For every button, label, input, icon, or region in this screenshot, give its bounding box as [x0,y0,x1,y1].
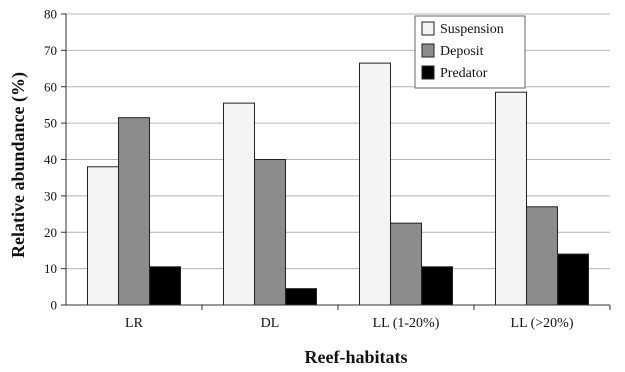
x-tick-label: LL (>20%) [511,316,574,331]
bar-deposit [118,117,150,306]
y-tick-label: 70 [44,43,57,58]
y-tick-label: 40 [44,152,57,167]
x-tick-labels: LR DL LL (1-20%) LL (>20%) [125,316,574,331]
bar-suspension [223,102,255,306]
legend: Suspension Deposit Predator [414,15,526,89]
y-tick-label: 10 [44,261,57,276]
bar-suspension [359,62,391,306]
bar-predator [421,266,453,306]
bar-deposit [526,206,558,306]
axes [61,13,611,310]
bars-layer [87,62,589,306]
x-tick-label: LR [125,316,144,331]
y-tick-label: 50 [44,116,57,131]
y-axis-title: Relative abundance (%) [8,72,29,258]
y-tick-label: 20 [44,225,57,240]
x-tick-label: DL [261,316,280,331]
y-tick-labels: 0 10 20 30 40 50 60 70 80 [44,7,57,313]
y-tick-label: 30 [44,188,57,203]
y-tick-label: 80 [44,7,57,22]
bar-suspension [495,91,527,306]
legend-swatch [421,21,435,36]
gridlines [66,13,610,270]
bar-suspension [87,166,119,306]
bar-deposit [254,159,286,306]
x-tick-label: LL (1-20%) [373,316,440,331]
y-tick-label: 60 [44,79,57,94]
legend-swatch [421,43,435,58]
bar-deposit [390,222,422,306]
bar-predator [557,253,589,306]
bar-predator [149,266,181,306]
y-tick-label: 0 [51,298,58,313]
legend-label: Predator [440,66,488,81]
bar-predator [285,288,317,306]
x-axis-title: Reef-habitats [305,347,408,367]
legend-label: Suspension [440,22,504,37]
legend-label: Deposit [440,44,484,59]
legend-swatch [421,65,435,80]
